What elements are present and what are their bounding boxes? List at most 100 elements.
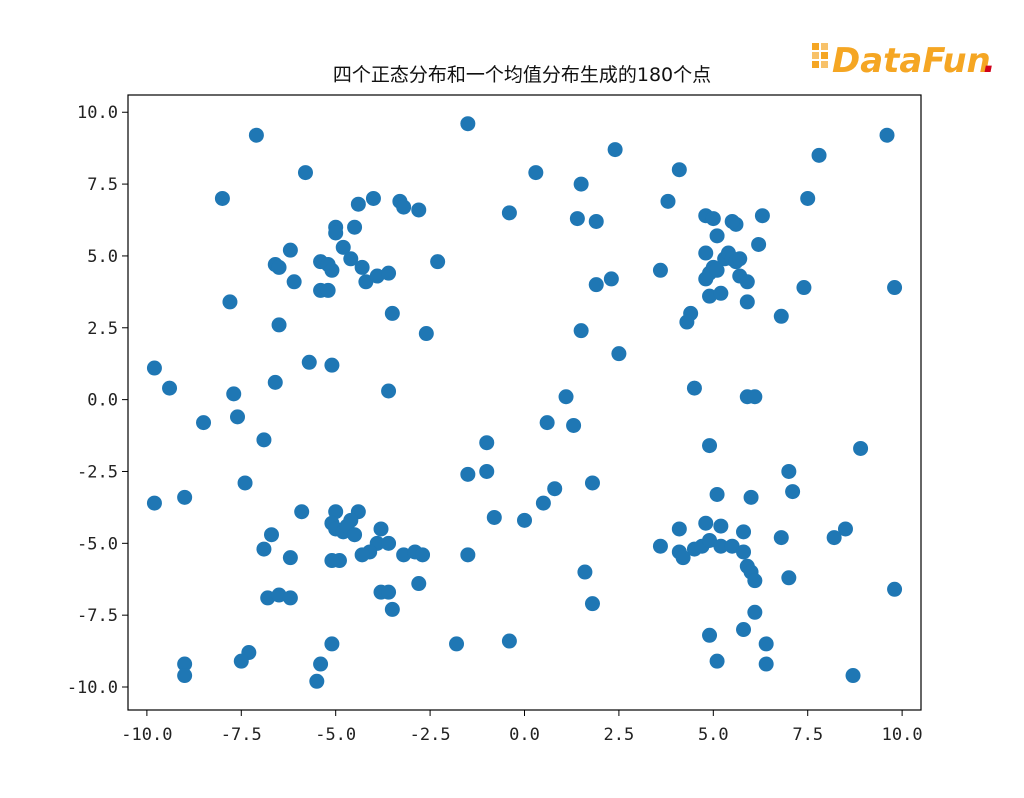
scatter-point: [501, 205, 517, 221]
logo-text: DataFun: [832, 41, 991, 81]
x-tick-label: 5.0: [698, 725, 729, 745]
chart-title: 四个正态分布和一个均值分布生成的180个点: [333, 64, 711, 86]
x-tick-label: -7.5: [221, 725, 262, 745]
x-tick-label: -5.0: [315, 725, 356, 745]
scatter-point: [381, 265, 397, 281]
scatter-point: [709, 486, 725, 502]
scatter-point: [713, 518, 729, 534]
scatter-point: [837, 521, 853, 537]
scatter-point: [177, 668, 193, 684]
scatter-point: [702, 438, 718, 454]
scatter-point: [713, 285, 729, 301]
scatter-point: [286, 274, 302, 290]
scatter-point: [747, 389, 763, 405]
scatter-point: [826, 530, 842, 546]
scatter-point: [430, 254, 446, 270]
scatter-point: [301, 354, 317, 370]
y-tick-label: 5.0: [87, 247, 118, 267]
scatter-point: [365, 190, 381, 206]
scatter-point: [611, 346, 627, 362]
scatter-point: [705, 211, 721, 227]
x-axis: -10.0 -7.5 -5.0 -2.5 0.0 2.5 5.0 7.5 10.0: [121, 710, 923, 745]
scatter-point: [845, 668, 861, 684]
scatter-point: [328, 225, 344, 241]
scatter-point: [335, 239, 351, 255]
scatter-point: [177, 489, 193, 505]
scatter-point: [652, 538, 668, 554]
scatter-point: [373, 521, 389, 537]
scatter-point: [358, 274, 374, 290]
scatter-point: [248, 127, 264, 143]
scatter-point: [887, 280, 903, 296]
scatter-point: [309, 673, 325, 689]
scatter-point: [260, 590, 276, 606]
scatter-point: [449, 636, 465, 652]
scatter-point: [282, 590, 298, 606]
scatter-point: [709, 262, 725, 278]
scatter-point: [411, 576, 427, 592]
x-tick-label: 7.5: [792, 725, 823, 745]
x-tick-label: 10.0: [882, 725, 923, 745]
scatter-point: [739, 274, 755, 290]
scatter-point: [724, 538, 740, 554]
y-tick-label: 10.0: [77, 103, 118, 123]
y-tick-label: -7.5: [77, 606, 118, 626]
scatter-point: [785, 484, 801, 500]
scatter-point: [607, 142, 623, 158]
scatter-point: [196, 415, 212, 431]
scatter-point: [233, 653, 249, 669]
scatter-point: [702, 288, 718, 304]
scatter-point: [381, 584, 397, 600]
scatter-point: [328, 504, 344, 520]
scatter-point: [320, 282, 336, 298]
scatter-point: [282, 242, 298, 258]
scatter-point: [271, 317, 287, 333]
plot-area-frame: [127, 94, 922, 711]
y-tick-label: -10.0: [67, 678, 118, 698]
scatter-point: [754, 208, 770, 224]
scatter-point: [773, 308, 789, 324]
scatter-point: [411, 202, 427, 218]
scatter-point: [853, 440, 869, 456]
x-tick-label: 2.5: [604, 725, 635, 745]
scatter-point: [724, 213, 740, 229]
y-tick-label: 7.5: [87, 175, 118, 195]
scatter-point: [796, 280, 812, 296]
scatter-point: [214, 190, 230, 206]
scatter-point: [739, 294, 755, 310]
scatter-point: [418, 326, 434, 342]
scatter-point: [577, 564, 593, 580]
scatter-point: [297, 165, 313, 181]
scatter-point: [146, 360, 162, 376]
scatter-point: [354, 259, 370, 275]
scatter-point: [146, 495, 162, 511]
scatter-point: [324, 262, 340, 278]
scatter-point: [263, 527, 279, 543]
x-tick-label: -10.0: [121, 725, 172, 745]
scatter-point: [736, 622, 752, 638]
scatter-point: [747, 573, 763, 589]
scatter-point: [256, 432, 272, 448]
scatter-point: [324, 636, 340, 652]
y-axis: 10.0 7.5 5.0 2.5 0.0 -2.5 -5.0 -7.5 -10.0: [67, 103, 128, 698]
scatter-point: [781, 463, 797, 479]
scatter-point: [732, 251, 748, 267]
scatter-point: [501, 633, 517, 649]
scatter-point: [294, 504, 310, 520]
scatter-point: [773, 530, 789, 546]
scatter-point: [162, 380, 178, 396]
scatter-point: [879, 127, 895, 143]
logo-pixel-mark: [812, 43, 828, 68]
scatter-point: [324, 357, 340, 373]
y-tick-label: -2.5: [77, 462, 118, 482]
scatter-point: [381, 383, 397, 399]
scatter-point: [702, 627, 718, 643]
y-tick-label: 2.5: [87, 319, 118, 339]
scatter-point: [415, 547, 431, 563]
scatter-point: [381, 535, 397, 551]
scatter-point: [384, 305, 400, 321]
scatter-point: [588, 277, 604, 293]
scatter-point: [743, 489, 759, 505]
scatter-point: [226, 386, 242, 402]
